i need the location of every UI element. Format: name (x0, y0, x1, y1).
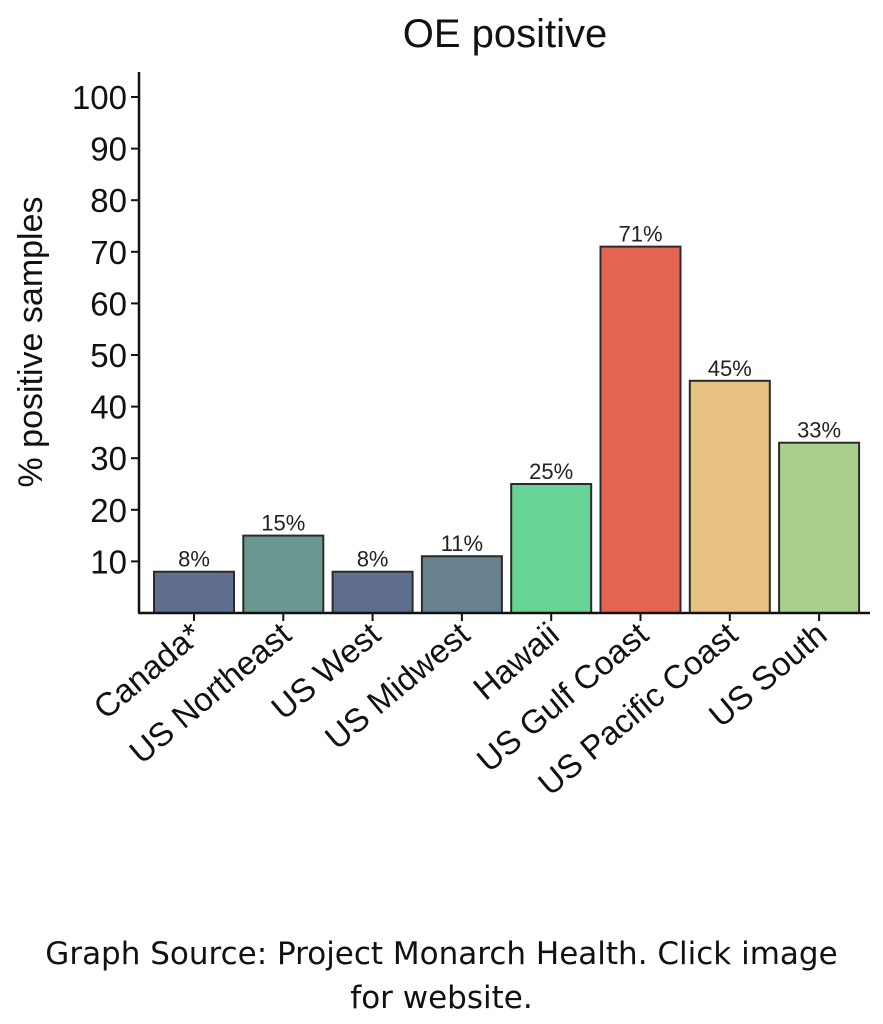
bar-value-label: 71% (618, 222, 662, 247)
bar-value-labels: 8% 15% 8% 11% 25% 71% 45% 33% (178, 222, 841, 572)
caption-line-1: Graph Source: Project Monarch Health. Cl… (45, 936, 838, 972)
bar (778, 441, 861, 614)
y-tick-label: 60 (90, 285, 127, 322)
y-tick-label: 70 (90, 234, 127, 271)
y-tick-label: 10 (90, 543, 127, 580)
y-axis-title: % positive samples (12, 196, 50, 487)
y-tick-label: 30 (90, 440, 127, 477)
bars (153, 245, 861, 614)
y-tick-label: 50 (90, 337, 127, 374)
bar-value-label: 33% (797, 418, 841, 443)
bar (331, 570, 414, 614)
bar-value-label: 8% (178, 547, 210, 572)
bar (510, 483, 593, 614)
bar-value-label: 25% (529, 459, 573, 484)
oe-positive-bar-chart: OE positive % positive samples 10 20 30 40 5… (12, 12, 870, 803)
y-axis-ticks: 10 20 30 40 50 60 70 80 90 100 (72, 79, 139, 580)
bar-value-label: 8% (357, 547, 389, 572)
y-tick-label: 90 (90, 131, 127, 168)
bar-value-label: 45% (708, 356, 752, 381)
y-tick-label: 80 (90, 182, 127, 219)
chart-title: OE positive (403, 12, 608, 56)
graph-source-caption[interactable]: Graph Source: Project Monarch Health. Cl… (0, 932, 883, 1020)
y-tick-label: 20 (90, 492, 127, 529)
y-tick-label: 100 (72, 79, 127, 116)
y-tick-label: 40 (90, 389, 127, 426)
bar-value-label: 15% (261, 511, 305, 536)
bar (242, 534, 325, 614)
caption-line-2: for website. (350, 980, 533, 1016)
bar (599, 245, 682, 614)
bar (153, 570, 235, 614)
bar-value-label: 11% (441, 531, 483, 556)
bar (688, 379, 771, 614)
bar (420, 555, 503, 614)
